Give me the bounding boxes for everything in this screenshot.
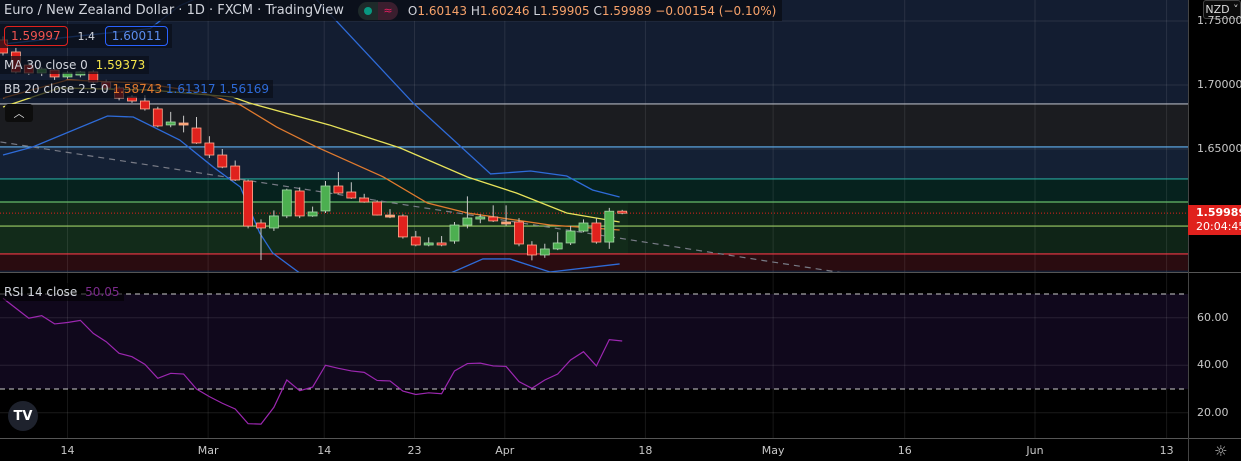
rsi-tick: 40.00 xyxy=(1197,358,1229,371)
candle-body xyxy=(217,154,228,168)
price-tick: 1.75000 xyxy=(1197,14,1241,27)
candle-body xyxy=(449,224,460,242)
candle-body xyxy=(178,122,189,126)
level-zone xyxy=(0,253,1188,271)
candle-body xyxy=(539,248,550,256)
price-tick: 1.70000 xyxy=(1197,78,1241,91)
symbol-title[interactable]: Euro / New Zealand Dollar · 1D · FXCM · … xyxy=(4,3,344,18)
candle-body xyxy=(333,185,344,194)
candle-body xyxy=(191,127,202,144)
candle-body xyxy=(501,221,512,225)
candle-body xyxy=(281,189,292,217)
candle-body xyxy=(488,216,499,222)
ma-legend[interactable]: MA 30 close 0 1.59373 xyxy=(0,56,150,74)
ma-value: 1.59373 xyxy=(95,58,146,72)
level-zone xyxy=(0,103,1188,147)
rsi-value: 50.05 xyxy=(85,285,120,299)
candle-body xyxy=(617,210,628,214)
time-tick: Mar xyxy=(197,444,219,457)
time-tick: 14 xyxy=(60,444,75,457)
chart-header: Euro / New Zealand Dollar · 1D · FXCM · … xyxy=(0,0,783,21)
time-tick: Jun xyxy=(1026,444,1044,457)
chevron-down-icon: ˅ xyxy=(1229,3,1239,16)
collapse-legend-button[interactable]: ︿ xyxy=(5,104,33,122)
candle-body xyxy=(385,214,395,218)
spread-value: 1.4 xyxy=(77,30,95,43)
candle-body xyxy=(346,191,357,199)
time-tick: 13 xyxy=(1159,444,1174,457)
rsi-legend[interactable]: RSI 14 close 50.05 xyxy=(0,283,124,301)
candle-body xyxy=(372,201,383,216)
candle-body xyxy=(552,242,563,250)
candle-body xyxy=(268,215,279,229)
candle-body xyxy=(243,180,254,227)
buy-price-button[interactable]: 1.60011 xyxy=(104,26,169,46)
price-tick: 1.65000 xyxy=(1197,142,1241,155)
bb-legend[interactable]: BB 20 close 2.5 0 1.58743 1.61317 1.5616… xyxy=(0,80,273,98)
tradingview-logo[interactable]: TV xyxy=(8,401,38,431)
candle-body xyxy=(436,242,447,246)
currency-selector[interactable]: NZD ˅ xyxy=(1203,0,1241,19)
candle-body xyxy=(397,215,408,238)
wave-icon: ≈ xyxy=(377,1,398,20)
candle-body xyxy=(514,221,524,245)
candle-body xyxy=(423,242,434,246)
candle-body xyxy=(294,190,305,217)
candle-body xyxy=(165,121,176,126)
candle-body xyxy=(604,210,615,243)
bar-countdown: 20:04:45 xyxy=(1196,220,1241,233)
bb-lower-line xyxy=(2,115,620,272)
quote-panel: 1.59997 1.4 1.60011 xyxy=(0,24,173,48)
time-tick: 14 xyxy=(317,444,332,457)
rsi-tick: 60.00 xyxy=(1197,311,1229,324)
candle-body xyxy=(230,165,241,181)
time-tick: Apr xyxy=(495,444,515,457)
settings-gear-icon[interactable]: ☼ xyxy=(1214,442,1228,460)
price-series xyxy=(0,0,841,272)
candle-body xyxy=(307,211,318,217)
time-tick: 16 xyxy=(897,444,912,457)
time-tick: May xyxy=(761,444,785,457)
chevron-up-icon: ︿ xyxy=(13,107,25,120)
rsi-band-fill xyxy=(0,294,1188,389)
bb-lower-value: 1.56169 xyxy=(219,82,269,96)
candle-body xyxy=(410,236,421,246)
candle-body xyxy=(462,217,473,226)
candle-body xyxy=(578,222,589,232)
candle-body xyxy=(527,244,537,256)
candle-body xyxy=(152,108,163,127)
change-value: −0.00154 (−0.10%) xyxy=(655,3,777,18)
bb-basis-value: 1.58743 xyxy=(112,82,163,96)
candle-body xyxy=(204,142,215,156)
time-tick: 18 xyxy=(638,444,653,457)
candle-body xyxy=(565,230,576,244)
candle-body xyxy=(139,100,150,110)
ohlc-readout: O1.60143 H1.60246 L1.59905 C1.59989 −0.0… xyxy=(407,3,777,18)
status-pill[interactable]: ≈ xyxy=(357,1,398,20)
bb-upper-value: 1.61317 xyxy=(165,82,216,96)
candle-body xyxy=(320,185,331,212)
time-tick: 23 xyxy=(407,444,422,457)
rsi-tick: 20.00 xyxy=(1197,406,1229,419)
last-price-label: 1.59989 20:04:45 xyxy=(1188,205,1241,235)
level-zone xyxy=(0,146,1188,179)
candle-body xyxy=(475,216,486,220)
candle-body xyxy=(591,222,602,243)
rsi-line xyxy=(2,297,623,425)
sell-price-button[interactable]: 1.59997 xyxy=(4,26,68,46)
candle-body xyxy=(359,197,370,203)
market-open-dot-icon xyxy=(357,1,378,20)
candle-body xyxy=(256,222,266,229)
